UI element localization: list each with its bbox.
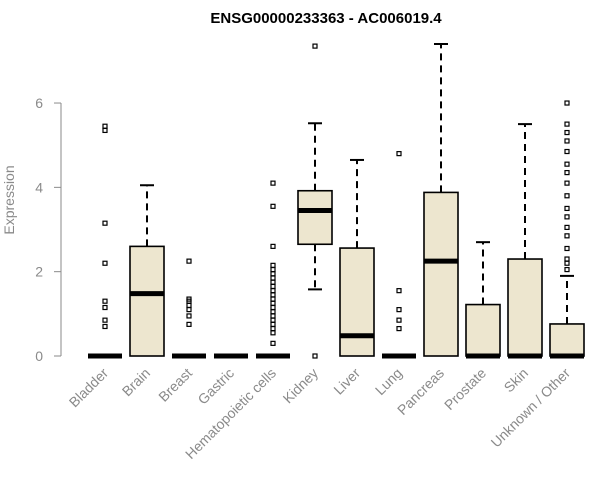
outlier-point (270, 288, 276, 294)
outlier-point (564, 245, 570, 252)
y-axis: 0 2 4 6 (35, 95, 62, 364)
outlier-point (564, 266, 570, 273)
outlier-point (270, 279, 276, 285)
outlier-point (396, 151, 402, 157)
outlier-point (102, 298, 108, 304)
outlier-point (186, 313, 192, 319)
outlier-point (564, 205, 570, 212)
outlier-point (396, 288, 402, 294)
outlier-point (102, 220, 108, 226)
box-body (129, 245, 165, 357)
outlier-point (270, 340, 276, 346)
box-body (507, 258, 543, 357)
outlier-point (270, 203, 276, 209)
box-body (339, 247, 375, 357)
outlier-point (270, 180, 276, 186)
x-tick-label: Liver (330, 365, 363, 398)
box-hematopoietic-cells (256, 180, 290, 359)
outlier-point (270, 325, 276, 332)
outlier-point (396, 317, 402, 323)
x-tick-label: Bladder (66, 365, 112, 411)
box-body (549, 323, 585, 357)
outlier-point (270, 262, 276, 268)
outlier-point (270, 313, 276, 319)
x-tick-label: Skin (501, 365, 532, 396)
outlier-point (102, 317, 108, 323)
x-tick-label: Unknown / Other (488, 365, 574, 451)
outlier-point (564, 260, 570, 266)
outlier-point (186, 302, 192, 309)
box-body (423, 191, 459, 357)
outlier-point (270, 243, 276, 249)
x-tick-label: Prostate (441, 365, 489, 413)
outlier-point (270, 317, 276, 323)
outlier-point (102, 304, 108, 311)
outlier-point (564, 256, 570, 262)
outlier-point (564, 148, 570, 155)
outlier-point (270, 321, 276, 327)
x-tick-label: Breast (155, 365, 195, 405)
x-tick-label: Pancreas (394, 365, 447, 418)
outlier-point (270, 271, 276, 277)
box-breast (172, 258, 206, 359)
outlier-point (564, 224, 570, 231)
outlier-point (564, 138, 570, 144)
outlier-point (564, 121, 570, 127)
outlier-point (270, 296, 276, 302)
x-tick-label: Brain (119, 365, 153, 399)
outlier-point (270, 266, 276, 273)
chart-title: ENSG00000233363 - AC006019.4 (210, 10, 442, 27)
outlier-point (270, 300, 276, 306)
outlier-point (186, 258, 192, 264)
outlier-point (564, 193, 570, 199)
x-tick-label: Kidney (280, 365, 322, 407)
outlier-point (102, 323, 108, 330)
outlier-point (270, 283, 276, 290)
y-tick-label: 6 (35, 95, 43, 111)
outlier-point (396, 325, 402, 332)
outlier-point (270, 292, 276, 298)
outlier-point (564, 214, 570, 220)
outlier-point (186, 296, 192, 302)
outlier-point (270, 330, 276, 336)
box-skin (507, 123, 543, 359)
outlier-point (564, 161, 570, 167)
outlier-point (564, 180, 570, 186)
outlier-point (270, 304, 276, 311)
x-tick-label: Lung (372, 365, 405, 398)
box-unknown-other (549, 100, 585, 359)
outlier-point (102, 127, 108, 134)
outlier-point (312, 353, 318, 359)
outlier-point (564, 100, 570, 106)
box-brain (129, 184, 165, 357)
outlier-point (186, 307, 192, 313)
outlier-point (564, 129, 570, 136)
box-liver (339, 158, 375, 357)
outlier-point (102, 123, 108, 129)
outlier-point (396, 307, 402, 313)
box-body (297, 189, 333, 246)
outlier-point (564, 169, 570, 176)
y-tick-label: 0 (35, 348, 43, 364)
box-lung (382, 151, 416, 359)
box-kidney (297, 43, 333, 359)
box-prostate (465, 241, 501, 359)
boxes-group (88, 43, 585, 359)
outlier-point (270, 309, 276, 315)
y-tick-label: 2 (35, 264, 43, 280)
outlier-point (564, 233, 570, 239)
outlier-point (102, 260, 108, 266)
y-axis-label: Expression (1, 165, 17, 234)
outlier-point (270, 275, 276, 281)
box-body (465, 303, 501, 357)
box-bladder (88, 123, 122, 359)
y-tick-label: 4 (35, 179, 43, 195)
box-pancreas (423, 43, 459, 357)
outlier-point (186, 321, 192, 327)
outlier-point (312, 43, 318, 49)
